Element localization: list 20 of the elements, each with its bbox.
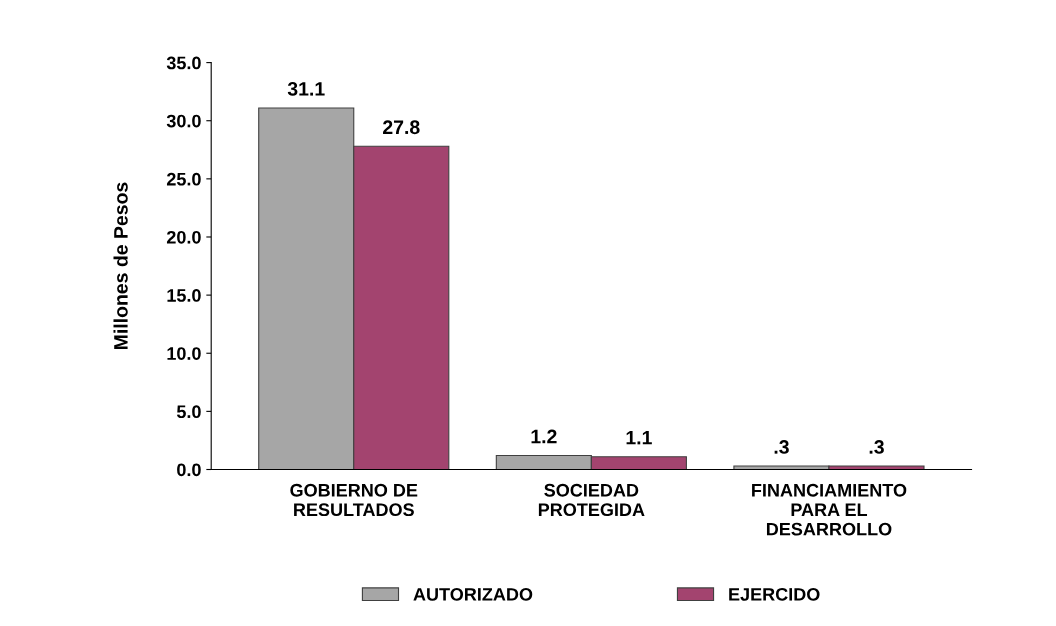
y-tick-label: 15.0 <box>167 289 201 302</box>
data-label: 1.2 <box>531 429 557 444</box>
y-tick-label: 35.0 <box>166 56 201 70</box>
y-tick-label: 0.0 <box>177 463 201 477</box>
legend-label: AUTORIZADO <box>413 587 533 601</box>
y-tick-label: 5.0 <box>176 405 201 419</box>
data-label: 31.1 <box>287 81 325 96</box>
y-tick-label: 10.0 <box>167 347 201 360</box>
y-axis-title: Millones de Pesos <box>113 182 128 350</box>
data-label: .3 <box>869 440 884 454</box>
x-tick-label: GOBIERNO DE RESULTADOS <box>290 483 418 517</box>
data-label: .3 <box>774 440 789 454</box>
y-tick-label: 25.0 <box>166 172 201 186</box>
y-tick-label: 30.0 <box>166 114 201 128</box>
x-tick-label: FINANCIAMIENTO PARA EL DESARROLLO <box>752 483 907 536</box>
data-label: 27.8 <box>383 120 420 135</box>
y-tick-label: 20.0 <box>166 230 201 244</box>
legend-label: EJERCIDO <box>729 587 820 601</box>
data-label: 1.1 <box>626 430 652 445</box>
x-tick-label: SOCIEDAD PROTEGIDA <box>538 483 645 517</box>
